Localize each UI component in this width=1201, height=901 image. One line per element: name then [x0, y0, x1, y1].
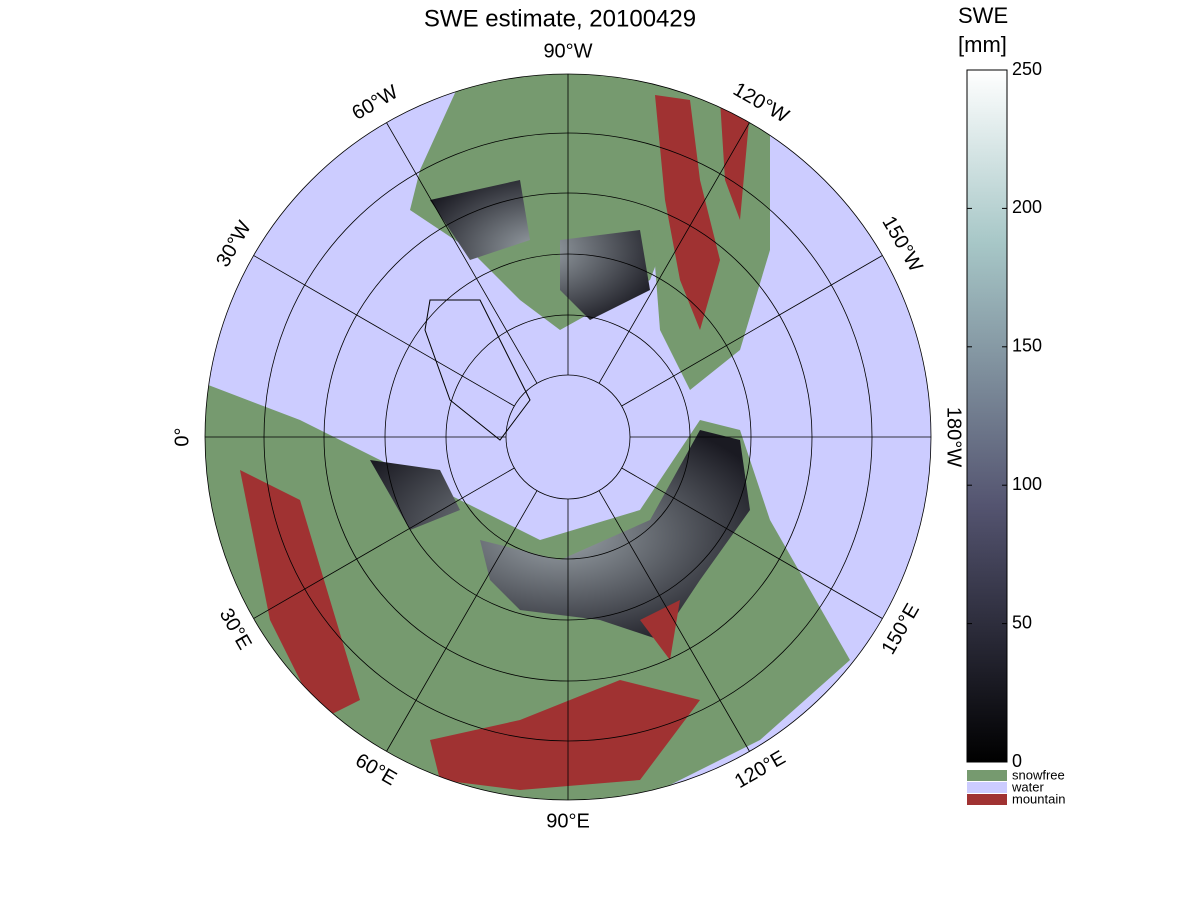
legend-swatch — [967, 794, 1007, 805]
meridian-label: 90°E — [546, 810, 590, 832]
colorbar — [966, 69, 1008, 763]
colorbar-tick-label: 50 — [1012, 612, 1032, 632]
colorbar-tick-label: 150 — [1012, 336, 1042, 356]
legend-label: mountain — [1012, 791, 1065, 806]
map-title: SWE estimate, 20100429 — [424, 5, 696, 32]
meridian-label: 60°E — [351, 749, 400, 790]
meridian-line — [598, 490, 750, 752]
legend-swatch — [967, 770, 1007, 781]
colorbar-tick-label: 0 — [1012, 751, 1022, 771]
meridian-line — [386, 490, 538, 752]
legend-label: snowfree — [1012, 767, 1065, 782]
legend-swatch — [967, 782, 1007, 793]
colorbar-tick-label: 250 — [1012, 59, 1042, 79]
meridian-line — [253, 467, 515, 619]
meridian-line — [386, 122, 538, 384]
meridian-label: 30°E — [215, 605, 256, 654]
meridian-line — [253, 255, 515, 407]
colorbar-title: [mm] — [958, 32, 1007, 57]
meridian-label: 180°W — [943, 407, 965, 467]
colorbar-title: SWE — [958, 3, 1008, 28]
meridian-label: 90°W — [543, 40, 592, 62]
meridian-line — [621, 467, 883, 619]
map-disk — [205, 74, 931, 800]
legend-label: water — [1011, 779, 1044, 794]
colorbar-tick-label: 100 — [1012, 474, 1042, 494]
meridian-label: 0° — [171, 427, 193, 446]
colorbar-tick-label: 200 — [1012, 197, 1042, 217]
meridian-line — [621, 255, 883, 407]
meridian-line — [598, 122, 750, 384]
